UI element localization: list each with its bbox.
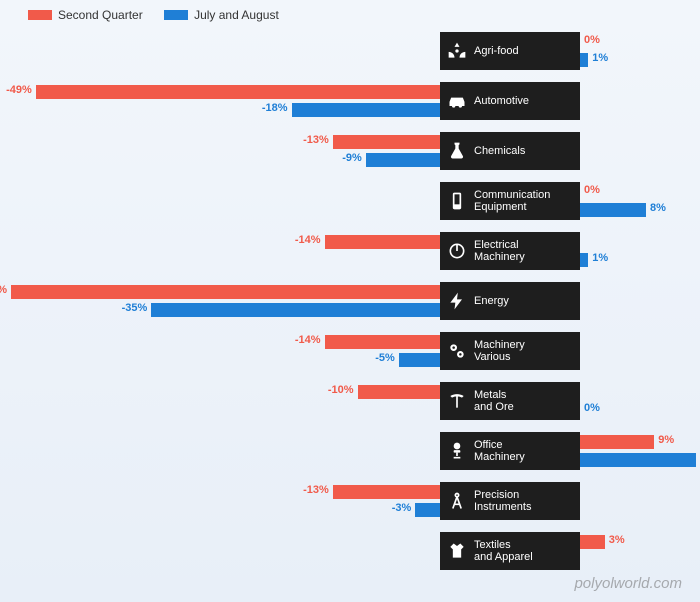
category-text: Agri-food — [474, 45, 527, 57]
value-q2: -14% — [295, 334, 321, 346]
value-q2: -13% — [303, 484, 329, 496]
legend-swatch-q2 — [28, 10, 52, 20]
legend-item-ja: July and August — [164, 8, 279, 22]
category-text: Metals and Ore — [474, 389, 522, 413]
gears-icon — [440, 341, 474, 361]
compass-icon — [440, 491, 474, 511]
category-text: Automotive — [474, 95, 537, 107]
value-ja: -5% — [375, 352, 395, 364]
category-text: Precision Instruments — [474, 489, 539, 513]
bar-q2 — [333, 135, 440, 149]
row-metals-ore: Metals and Ore -10% 0% — [0, 377, 700, 427]
value-ja: 0% — [584, 402, 600, 414]
bar-ja — [580, 203, 646, 217]
value-q2: -14% — [295, 234, 321, 246]
shirt-icon — [440, 541, 474, 561]
row-chemicals: Chemicals -13% -9% — [0, 127, 700, 177]
value-ja: 1% — [592, 52, 608, 64]
value-q2: -49% — [6, 84, 32, 96]
category-label-precision: Precision Instruments — [440, 482, 580, 520]
category-label-automotive: Automotive — [440, 82, 580, 120]
value-ja: -9% — [342, 152, 362, 164]
category-text: Textiles and Apparel — [474, 539, 541, 563]
row-mach-var: Machinery Various -14% -5% — [0, 327, 700, 377]
category-label-energy: Energy — [440, 282, 580, 320]
category-text: Energy — [474, 295, 517, 307]
row-office-mach: Office Machinery9%14% — [0, 427, 700, 477]
watermark: polyolworld.com — [574, 575, 682, 592]
bar-q2 — [580, 535, 605, 549]
bar-q2 — [325, 335, 441, 349]
bar-ja — [399, 353, 440, 367]
row-agri-food: Agri-food 0% 1% — [0, 27, 700, 77]
power-icon — [440, 241, 474, 261]
value-q2: -52% — [0, 284, 7, 296]
bar-ja — [580, 53, 588, 67]
chair-icon — [440, 441, 474, 461]
bar-ja — [292, 103, 441, 117]
bar-ja — [415, 503, 440, 517]
bolt-icon — [440, 291, 474, 311]
pick-icon — [440, 391, 474, 411]
bar-q2 — [333, 485, 440, 499]
value-q2: 9% — [658, 434, 674, 446]
value-q2: -10% — [328, 384, 354, 396]
bar-q2 — [11, 285, 440, 299]
row-energy: Energy -52% -35% — [0, 277, 700, 327]
row-comm-equip: Communication Equipment 0% 8% — [0, 177, 700, 227]
category-label-metals-ore: Metals and Ore — [440, 382, 580, 420]
category-label-office-mach: Office Machinery — [440, 432, 580, 470]
category-text: Chemicals — [474, 145, 533, 157]
category-label-chemicals: Chemicals — [440, 132, 580, 170]
value-ja: -3% — [392, 502, 412, 514]
legend-swatch-ja — [164, 10, 188, 20]
category-label-textiles: Textiles and Apparel — [440, 532, 580, 570]
agri-icon — [440, 41, 474, 61]
bar-ja — [366, 153, 440, 167]
bar-q2 — [580, 435, 654, 449]
category-label-agri-food: Agri-food — [440, 32, 580, 70]
bar-q2 — [36, 85, 440, 99]
bar-ja — [151, 303, 440, 317]
category-text: Machinery Various — [474, 339, 533, 363]
row-textiles: Textiles and Apparel 3% — [0, 527, 700, 577]
value-ja: 8% — [650, 202, 666, 214]
category-text: Electrical Machinery — [474, 239, 533, 263]
diverging-bar-chart: Agri-food 0% 1% Automotive -49% -18% Chemicals… — [0, 27, 700, 577]
bar-q2 — [325, 235, 441, 249]
bar-ja — [580, 453, 696, 467]
value-ja: -18% — [262, 102, 288, 114]
legend-item-q2: Second Quarter — [28, 8, 143, 22]
legend-label-ja: July and August — [194, 8, 279, 22]
category-text: Communication Equipment — [474, 189, 558, 213]
row-elec-mach: Electrical Machinery -14% 1% — [0, 227, 700, 277]
value-ja: -35% — [122, 302, 148, 314]
row-automotive: Automotive -49% -18% — [0, 77, 700, 127]
flask-icon — [440, 141, 474, 161]
value-ja: 1% — [592, 252, 608, 264]
category-label-comm-equip: Communication Equipment — [440, 182, 580, 220]
value-q2: 0% — [584, 34, 600, 46]
bar-q2 — [358, 385, 441, 399]
value-q2: 0% — [584, 184, 600, 196]
value-q2: -13% — [303, 134, 329, 146]
bar-ja — [580, 253, 588, 267]
legend-label-q2: Second Quarter — [58, 8, 143, 22]
value-q2: 3% — [609, 534, 625, 546]
phone-icon — [440, 191, 474, 211]
row-precision: Precision Instruments -13% -3% — [0, 477, 700, 527]
car-icon — [440, 91, 474, 111]
legend: Second Quarter July and August — [0, 0, 700, 27]
category-label-mach-var: Machinery Various — [440, 332, 580, 370]
category-text: Office Machinery — [474, 439, 533, 463]
category-label-elec-mach: Electrical Machinery — [440, 232, 580, 270]
